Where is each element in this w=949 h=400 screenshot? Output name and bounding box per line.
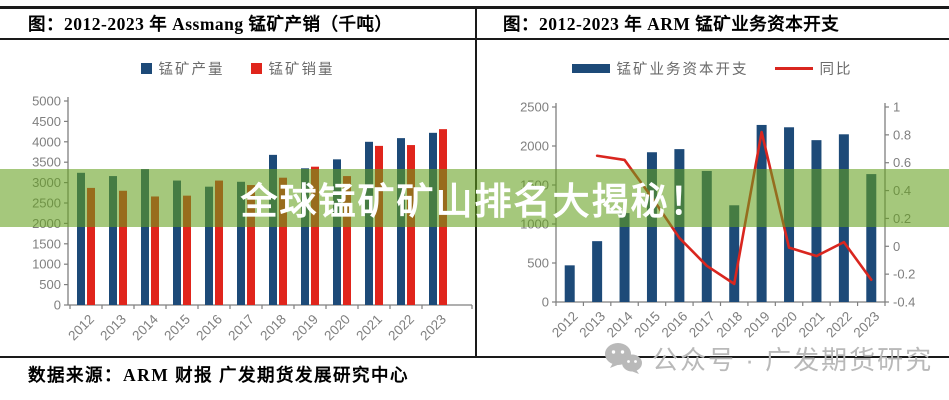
capex-swatch (571, 63, 610, 73)
bar-capex-2013 (592, 241, 603, 302)
bar-capex-2014 (619, 213, 630, 302)
bar-sales-2015 (183, 195, 191, 305)
right-chart-title: 图：2012-2023 年 ARM 锰矿业务资本开支 (503, 14, 840, 34)
svg-text:2017: 2017 (225, 312, 257, 344)
sales-legend-label: 锰矿销量 (268, 61, 335, 78)
svg-text:5000: 5000 (32, 94, 61, 109)
title-divider-rule (0, 38, 949, 40)
production-legend-label: 锰矿产量 (158, 61, 225, 78)
bar-capex-2018 (729, 205, 740, 302)
svg-text:2019: 2019 (741, 309, 773, 341)
sales-swatch (250, 62, 262, 74)
wechat-icon (605, 343, 642, 374)
svg-text:0: 0 (542, 295, 549, 310)
bar-capex-2017 (701, 170, 712, 302)
svg-text:2020: 2020 (321, 312, 353, 344)
bar-sales-2012 (87, 187, 95, 305)
svg-text:0.6: 0.6 (893, 155, 911, 170)
svg-text:500: 500 (39, 277, 61, 292)
svg-text:2015: 2015 (631, 309, 663, 341)
svg-text:2014: 2014 (129, 311, 161, 343)
bar-production-2020 (333, 159, 341, 305)
legend-item-sales: 锰矿销量 (250, 58, 335, 79)
svg-text:2014: 2014 (604, 308, 636, 340)
left-chart-title: 图：2012-2023 年 Assmang 锰矿产销（千吨） (28, 14, 393, 34)
banner-text: 全球锰矿矿山排名大揭秘！ (240, 181, 709, 222)
bar-production-2015 (173, 180, 181, 305)
bar-capex-2012 (564, 265, 575, 302)
left-chart-legend: 锰矿产量 锰矿销量 (0, 58, 475, 78)
svg-text:0: 0 (893, 239, 900, 254)
svg-text:2022: 2022 (385, 312, 417, 344)
production-swatch (140, 62, 152, 74)
svg-text:2012: 2012 (65, 312, 97, 344)
svg-text:-0.2: -0.2 (893, 267, 915, 282)
svg-text:2012: 2012 (549, 309, 581, 341)
bar-production-2019 (301, 168, 309, 305)
bar-production-2016 (205, 186, 213, 305)
svg-text:3500: 3500 (32, 155, 61, 170)
watermark: 公众号 · 广发期货研究 (602, 340, 933, 376)
source-note: 数据来源：ARM 财报 广发期货发展研究中心 (28, 365, 410, 385)
bar-sales-2016 (215, 180, 223, 305)
svg-text:1000: 1000 (32, 257, 61, 272)
svg-text:2023: 2023 (417, 312, 449, 344)
right-chart-legend: 锰矿业务资本开支 同比 (475, 58, 949, 78)
svg-text:2023: 2023 (851, 309, 883, 341)
legend-item-capex: 锰矿业务资本开支 (571, 58, 749, 79)
bar-sales-2013 (119, 190, 127, 305)
svg-text:2013: 2013 (576, 309, 608, 341)
svg-text:4000: 4000 (32, 134, 61, 149)
svg-text:2016: 2016 (193, 312, 225, 344)
svg-text:2016: 2016 (659, 309, 691, 341)
bar-sales-2020 (343, 176, 351, 305)
bar-production-2012 (77, 172, 85, 305)
svg-text:2017: 2017 (686, 309, 718, 341)
capex-legend-label: 锰矿业务资本开支 (616, 61, 749, 78)
svg-text:2013: 2013 (97, 312, 129, 344)
svg-text:1: 1 (893, 100, 900, 115)
svg-text:2021: 2021 (796, 309, 828, 341)
svg-text:500: 500 (527, 256, 549, 271)
svg-text:2022: 2022 (823, 309, 855, 341)
bar-sales-2018 (279, 177, 287, 305)
legend-item-yoy: 同比 (774, 58, 853, 79)
svg-text:2015: 2015 (161, 312, 193, 344)
svg-text:2018: 2018 (257, 312, 289, 344)
svg-text:4500: 4500 (32, 114, 61, 129)
svg-text:2020: 2020 (768, 309, 800, 341)
overlay-banner: 全球锰矿矿山排名大揭秘！ (0, 169, 949, 227)
svg-text:2018: 2018 (713, 309, 745, 341)
yoy-legend-label: 同比 (819, 61, 853, 78)
svg-text:0: 0 (54, 298, 61, 313)
yoy-swatch (774, 66, 813, 70)
svg-text:-0.4: -0.4 (893, 295, 915, 310)
bar-production-2017 (237, 181, 245, 305)
svg-text:2000: 2000 (520, 139, 549, 154)
legend-item-production: 锰矿产量 (140, 58, 225, 79)
svg-text:2019: 2019 (289, 312, 321, 344)
svg-text:1500: 1500 (32, 236, 61, 251)
footer-rule (0, 356, 949, 358)
bar-production-2013 (109, 176, 117, 305)
watermark-text: 公众号 · 广发期货研究 (652, 344, 934, 375)
bar-sales-2019 (311, 166, 319, 305)
top-rule (0, 6, 949, 9)
bar-production-2014 (141, 169, 149, 305)
bar-sales-2014 (151, 196, 159, 305)
bar-production-2018 (269, 154, 277, 305)
bar-sales-2017 (247, 185, 255, 305)
svg-text:2500: 2500 (520, 100, 549, 115)
bar-capex-2023 (866, 174, 877, 302)
svg-text:2021: 2021 (353, 312, 385, 344)
bar-capex-2015 (646, 152, 657, 302)
svg-text:0.8: 0.8 (893, 127, 911, 142)
